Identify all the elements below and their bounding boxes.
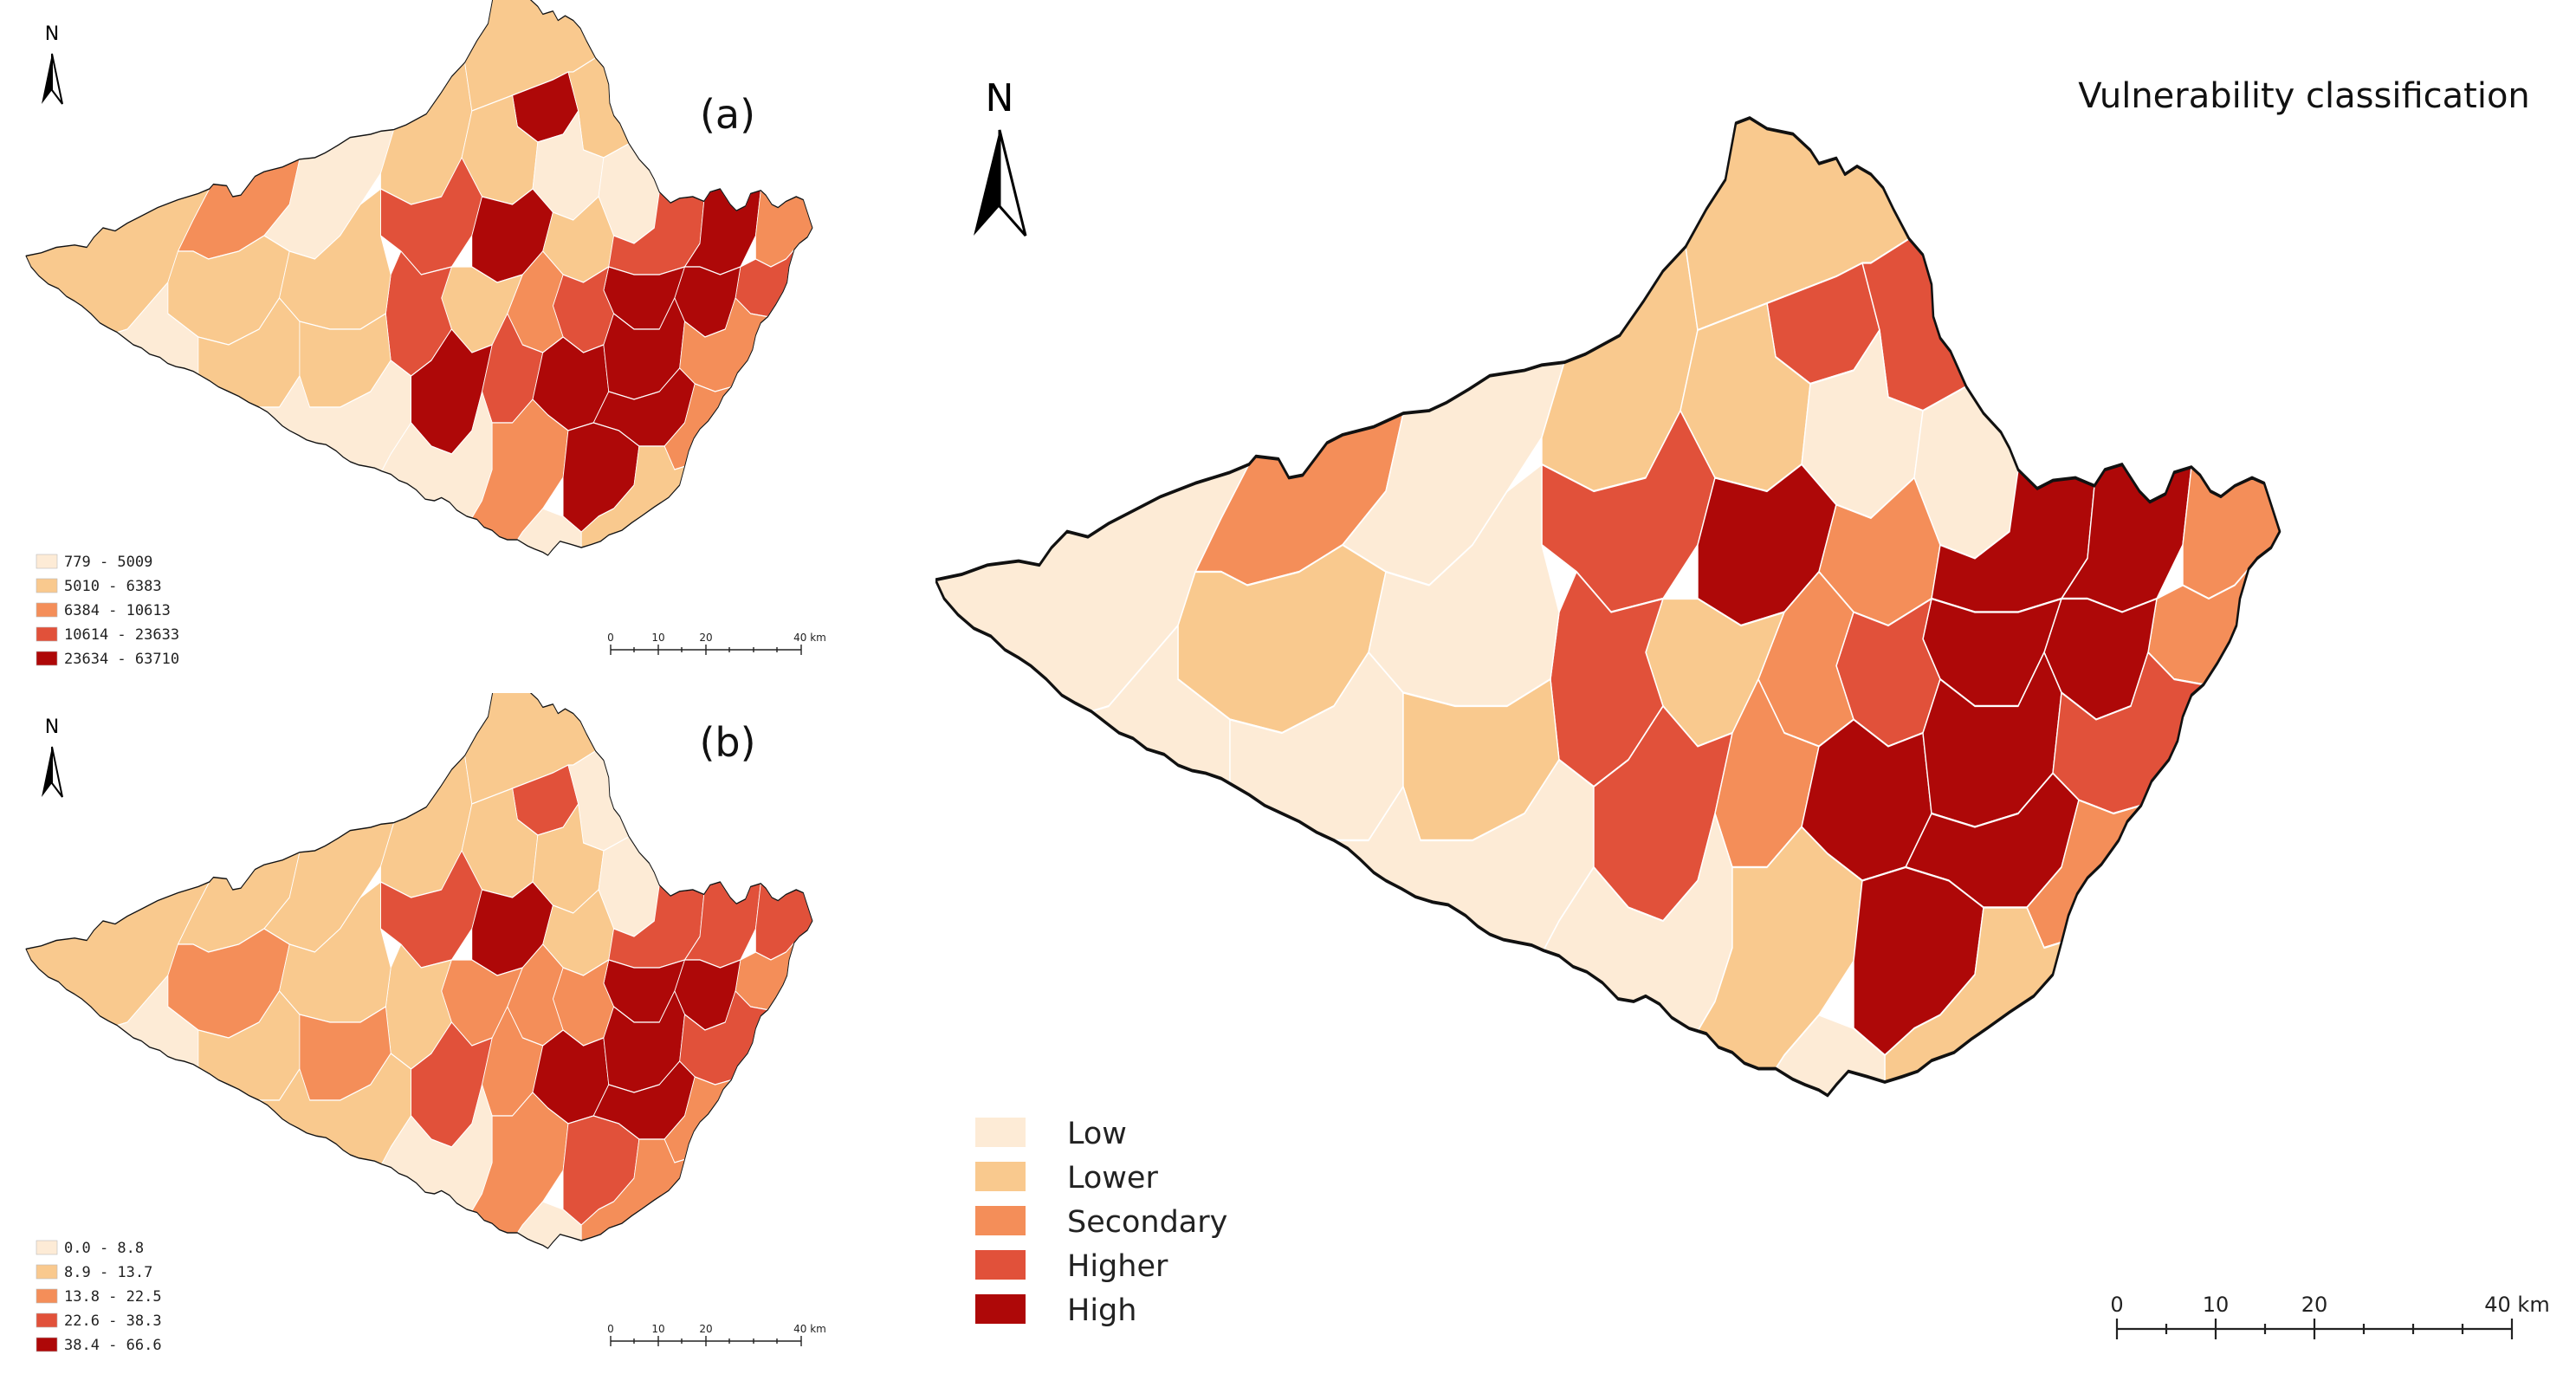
legend: 0.0 - 8.8 8.9 - 13.7 13.8 - 22.5 22.6 - … (36, 1240, 162, 1354)
legend: Low Lower Secondary Higher High (975, 1117, 1227, 1328)
legend-label-3: 6384 - 10613 (64, 602, 171, 619)
scale-bar: 0 10 20 40 km (607, 632, 826, 655)
legend-swatch-2 (36, 578, 58, 593)
legend-swatch-4 (36, 1312, 58, 1328)
choropleth-map (25, 0, 813, 556)
legend-label-lower: Lower (1067, 1161, 1158, 1196)
panel-a-map: N (a) 779 - 5009 5010 - 6383 6384 - 1061… (25, 0, 826, 668)
legend-label-secondary: Secondary (1067, 1205, 1227, 1240)
scale-tick-0: 0 (607, 632, 614, 644)
region-group (25, 0, 813, 556)
north-arrow-icon: N (42, 716, 63, 798)
map-boundary (25, 0, 813, 556)
panel-b: N (b) 0.0 - 8.8 8.9 - 13.7 13.8 - 22.5 2… (0, 693, 832, 1374)
legend-swatch-1 (36, 1240, 58, 1255)
legend-swatch-4 (36, 626, 58, 642)
north-label: N (45, 716, 59, 738)
legend-label-5: 38.4 - 66.6 (64, 1337, 162, 1354)
scale-tick-20: 20 (2301, 1293, 2328, 1317)
panel-main-map: Vulnerability classification N Low Lower… (935, 76, 2550, 1339)
legend-label-high: High (1067, 1293, 1136, 1328)
scale-tick-10: 10 (651, 1323, 664, 1335)
legend-label-3: 13.8 - 22.5 (64, 1288, 162, 1306)
choropleth-map (25, 693, 813, 1249)
map-title: Vulnerability classification (2078, 76, 2530, 116)
legend-label-2: 5010 - 6383 (64, 578, 162, 595)
scale-tick-0: 0 (2110, 1293, 2123, 1317)
choropleth-map (935, 116, 2282, 1098)
map-boundary (25, 693, 813, 1249)
legend-label-higher: Higher (1067, 1249, 1168, 1284)
legend-label-4: 10614 - 23633 (64, 626, 179, 644)
scale-tick-0: 0 (607, 1323, 614, 1335)
legend: 779 - 5009 5010 - 6383 6384 - 10613 1061… (36, 554, 179, 668)
north-label: N (45, 23, 59, 45)
scale-tick-40: 40 km (793, 1323, 826, 1335)
legend-label-4: 22.6 - 38.3 (64, 1312, 162, 1330)
legend-swatch-5 (36, 1337, 58, 1352)
legend-swatch-secondary (975, 1206, 1026, 1235)
scale-tick-10: 10 (2203, 1293, 2230, 1317)
legend-label-1: 0.0 - 8.8 (64, 1240, 144, 1257)
legend-swatch-3 (36, 602, 58, 618)
legend-swatch-5 (36, 651, 58, 666)
scale-tick-40: 40 km (2484, 1293, 2549, 1317)
scale-tick-40: 40 km (793, 632, 826, 644)
scale-tick-10: 10 (651, 632, 664, 644)
legend-label-2: 8.9 - 13.7 (64, 1264, 152, 1281)
legend-swatch-higher (975, 1250, 1026, 1280)
region-group (25, 693, 813, 1249)
legend-label-low: Low (1067, 1117, 1127, 1151)
panel-main: Vulnerability classification N Low Lower… (935, 0, 2576, 1374)
region-group (935, 116, 2282, 1098)
panel-label: (a) (700, 91, 755, 138)
north-arrow-icon: N (974, 76, 1027, 237)
scale-bar: 0 10 20 40 km (2110, 1293, 2550, 1339)
legend-swatch-2 (36, 1264, 58, 1280)
scale-bar: 0 10 20 40 km (607, 1323, 826, 1346)
map-boundary (935, 116, 2282, 1098)
legend-label-5: 23634 - 63710 (64, 651, 179, 668)
legend-swatch-1 (36, 554, 58, 569)
legend-label-1: 779 - 5009 (64, 554, 152, 571)
legend-swatch-3 (36, 1288, 58, 1304)
panel-label: (b) (699, 719, 755, 766)
legend-swatch-lower (975, 1162, 1026, 1191)
legend-swatch-high (975, 1294, 1026, 1324)
north-label: N (986, 76, 1014, 120)
north-arrow-icon: N (42, 23, 63, 105)
scale-tick-20: 20 (699, 632, 712, 644)
legend-swatch-low (975, 1118, 1026, 1147)
panel-b-map: N (b) 0.0 - 8.8 8.9 - 13.7 13.8 - 22.5 2… (25, 693, 826, 1354)
scale-tick-20: 20 (699, 1323, 712, 1335)
panel-a: N (a) 779 - 5009 5010 - 6383 6384 - 1061… (0, 0, 832, 693)
